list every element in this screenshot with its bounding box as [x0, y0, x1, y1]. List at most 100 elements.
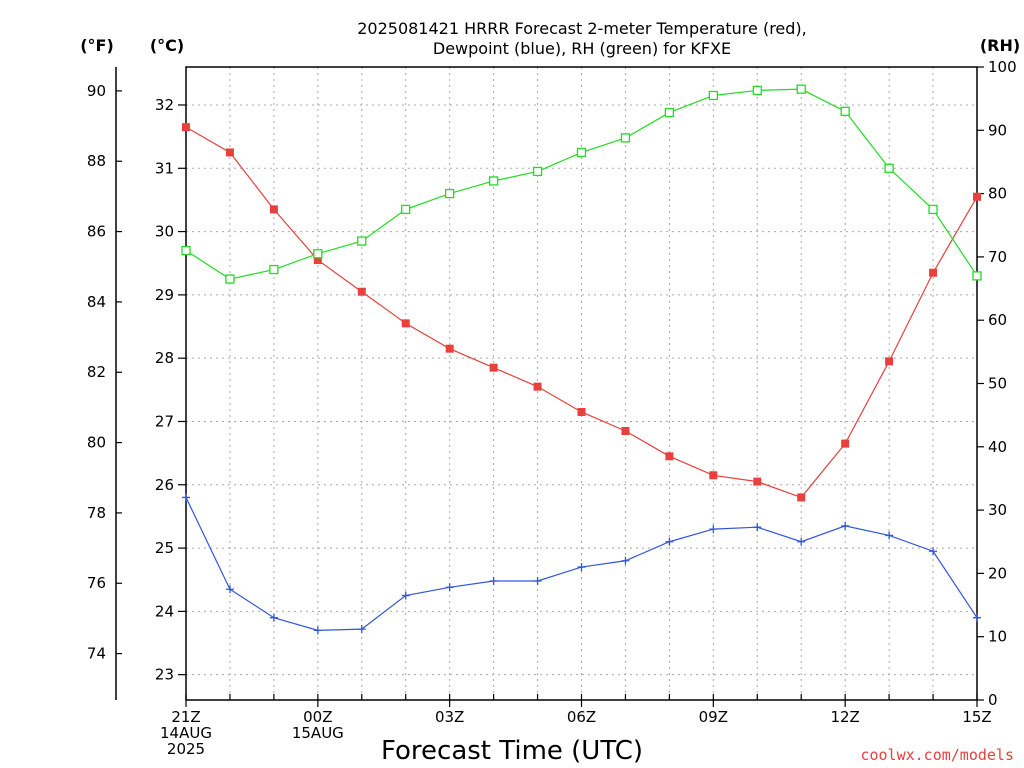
- fahrenheit-tick-label: 86: [87, 223, 106, 241]
- x-tick-label: 12Z: [830, 708, 859, 726]
- fahrenheit-tick-label: 78: [87, 504, 106, 522]
- rh-point: [884, 163, 894, 173]
- temperature-point: [709, 471, 718, 480]
- rh-point: [488, 176, 499, 186]
- temperature-series: [182, 123, 981, 502]
- dewpoint-point: [621, 556, 630, 565]
- rh-tick-label: 70: [988, 248, 1007, 266]
- rh-point: [796, 84, 806, 94]
- dewpoint-point: [841, 521, 850, 530]
- dewpoint-point: [665, 537, 674, 546]
- grid-lines: [186, 67, 977, 700]
- x-tick-label: 2025: [167, 740, 205, 758]
- rh-tick-label: 20: [988, 564, 1007, 582]
- rh-tick-label: 40: [988, 438, 1007, 456]
- celsius-tick-label: 23: [155, 666, 174, 684]
- rh-tick-label: 100: [988, 58, 1017, 76]
- celsius-tick-label: 26: [155, 476, 174, 494]
- axes: 2324252627282930313274767880828486889001…: [87, 58, 1017, 758]
- dewpoint-point: [577, 563, 586, 572]
- celsius-tick-label: 24: [155, 602, 174, 620]
- credit-text: coolwx.com/models: [860, 746, 1014, 764]
- x-tick-label: 15Z: [962, 708, 991, 726]
- rh-point: [752, 85, 762, 96]
- dewpoint-point: [445, 583, 454, 592]
- rh-point: [181, 245, 191, 256]
- rh-point: [269, 264, 279, 275]
- fahrenheit-tick-label: 84: [87, 293, 106, 311]
- dewpoint-point: [885, 531, 894, 540]
- x-tick-label: 00Z: [303, 708, 332, 726]
- rh-tick-label: 30: [988, 501, 1007, 519]
- celsius-tick-label: 28: [155, 349, 174, 367]
- rh-tick-label: 0: [988, 691, 998, 709]
- data-series: [181, 84, 982, 635]
- fahrenheit-tick-label: 80: [87, 434, 106, 452]
- dewpoint-point: [753, 523, 762, 532]
- rh-tick-label: 80: [988, 185, 1007, 203]
- rh-point: [664, 107, 675, 118]
- rh-point: [620, 133, 631, 143]
- temperature-point: [401, 319, 410, 328]
- rh-tick-label: 90: [988, 121, 1007, 139]
- x-axis-label: Forecast Time (UTC): [381, 736, 643, 766]
- rh-line: [185, 88, 978, 280]
- temperature-point: [797, 493, 806, 502]
- fahrenheit-tick-label: 90: [87, 82, 106, 100]
- rh-point: [401, 204, 411, 215]
- dewpoint-point: [709, 525, 718, 534]
- rh-point: [708, 90, 718, 101]
- rh-tick-label: 50: [988, 375, 1007, 393]
- celsius-tick-label: 31: [155, 159, 174, 177]
- temperature-point: [533, 382, 542, 391]
- temperature-point: [665, 452, 674, 461]
- temperature-point: [973, 192, 981, 201]
- fahrenheit-tick-label: 88: [87, 152, 106, 170]
- plot-frame: [185, 66, 978, 701]
- fahrenheit-unit-label: (°F): [80, 36, 114, 55]
- x-tick-label: 15AUG: [292, 724, 344, 742]
- rh-point: [576, 147, 587, 158]
- x-tick-label: 03Z: [435, 708, 464, 726]
- temperature-point: [489, 363, 498, 372]
- fahrenheit-tick-label: 74: [87, 645, 106, 663]
- chart-title-line2: Dewpoint (blue), RH (green) for KFXE: [433, 39, 731, 58]
- dewpoint-point: [313, 626, 322, 635]
- temperature-point: [269, 205, 278, 214]
- rh-point: [225, 274, 235, 284]
- temperature-point: [182, 123, 190, 132]
- celsius-tick-label: 29: [155, 286, 174, 304]
- temperature-point: [841, 439, 850, 448]
- rh-unit-label: (RH): [980, 36, 1020, 55]
- rh-tick-label: 10: [988, 628, 1007, 646]
- temperature-point: [313, 256, 322, 265]
- temperature-point: [885, 357, 894, 366]
- dewpoint-point: [533, 576, 542, 585]
- celsius-tick-label: 27: [155, 412, 174, 430]
- dewpoint-point: [489, 576, 498, 585]
- dewpoint-point: [182, 493, 190, 502]
- chart-title-line1: 2025081421 HRRR Forecast 2-meter Tempera…: [357, 19, 807, 38]
- celsius-tick-label: 30: [155, 223, 174, 241]
- temperature-point: [753, 477, 762, 486]
- x-tick-label: 06Z: [567, 708, 596, 726]
- rh-series: [181, 84, 982, 284]
- x-tick-label: 21Z: [171, 708, 200, 726]
- rh-point: [313, 249, 323, 259]
- celsius-tick-label: 32: [155, 96, 174, 114]
- x-tick-label: 09Z: [699, 708, 728, 726]
- rh-point: [928, 204, 938, 215]
- rh-point: [972, 271, 982, 281]
- rh-point: [445, 188, 455, 199]
- rh-point: [357, 236, 367, 246]
- temperature-point: [445, 344, 454, 353]
- temperature-point: [577, 407, 586, 416]
- x-tick-label: 14AUG: [160, 724, 212, 742]
- dewpoint-point: [401, 591, 410, 600]
- celsius-tick-label: 25: [155, 539, 174, 557]
- fahrenheit-tick-label: 76: [87, 574, 106, 592]
- dewpoint-series: [182, 493, 981, 635]
- dewpoint-point: [797, 537, 806, 546]
- rh-point: [840, 106, 850, 116]
